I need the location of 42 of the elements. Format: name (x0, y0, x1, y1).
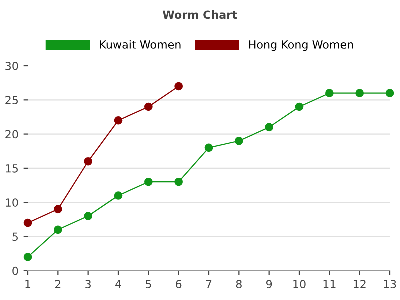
point (144, 178, 153, 186)
point (265, 123, 274, 132)
point (24, 218, 32, 228)
x-tick-label: 8 (236, 280, 242, 289)
y-tick-label: 15 (6, 164, 18, 173)
point (356, 89, 364, 98)
legend-label: Kuwait Women (100, 40, 181, 49)
point (24, 253, 32, 262)
legend-label: Hong Kong Women (249, 40, 354, 52)
point (174, 178, 183, 186)
x-tick-label: 3 (86, 280, 91, 289)
point (114, 116, 123, 125)
x-tick-label: 5 (146, 280, 152, 289)
y-tick-label: 0 (12, 266, 18, 276)
x-tick-label: 4 (116, 280, 122, 288)
x-tick-label: 9 (266, 280, 272, 289)
point (326, 89, 334, 98)
point (174, 82, 183, 91)
y-tick-label: 20 (6, 130, 18, 139)
y-tick-label: 5 (12, 232, 18, 242)
point (295, 102, 304, 112)
x-tick-label: 6 (176, 280, 182, 289)
x-tick-label: 1 (26, 280, 31, 288)
chart-title: Worm Chart (162, 10, 238, 20)
point (114, 192, 123, 200)
y-tick-label: 30 (6, 62, 18, 70)
x-tick-label: 13 (384, 280, 396, 289)
x-tick-label: 10 (294, 280, 306, 289)
x-tick-label: 2 (55, 280, 61, 288)
point (144, 102, 153, 112)
x-tick-label: 11 (324, 280, 336, 288)
y-tick-label: 25 (6, 96, 18, 105)
point (204, 144, 214, 152)
point (54, 205, 62, 214)
point (54, 226, 62, 234)
point (235, 136, 244, 146)
y-tick-label: 10 (6, 198, 18, 207)
x-tick-label: 7 (206, 280, 212, 288)
point (386, 89, 394, 98)
x-tick-label: 12 (354, 280, 366, 288)
point (84, 157, 92, 166)
point (84, 212, 92, 220)
